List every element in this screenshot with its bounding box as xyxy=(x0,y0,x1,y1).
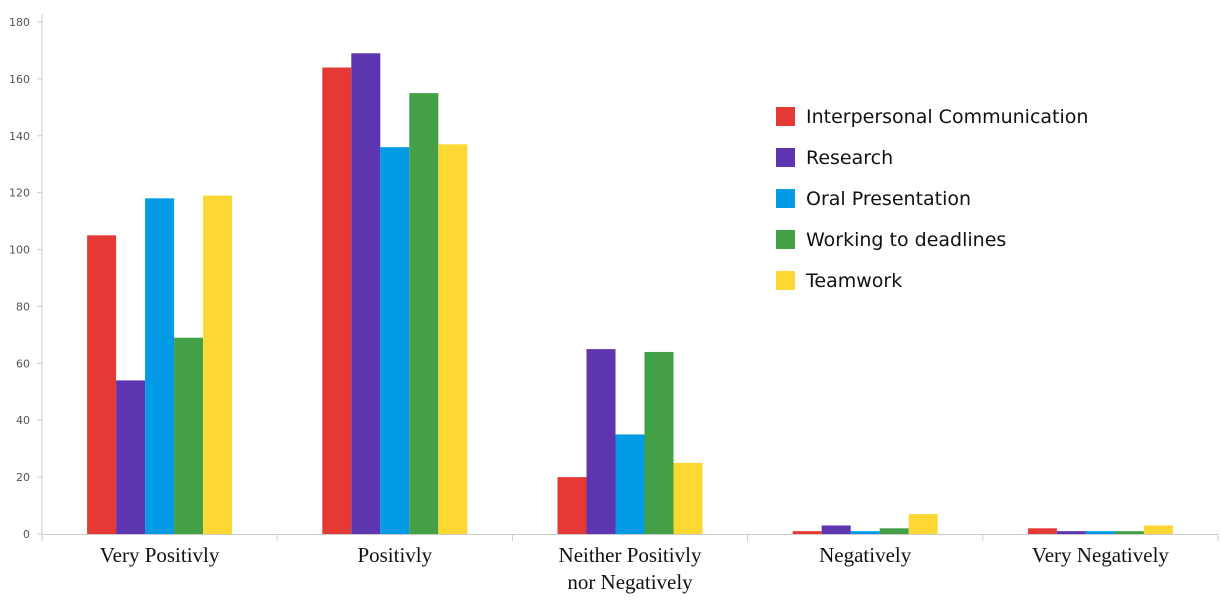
bar xyxy=(351,53,381,535)
x-axis: Very Positivly Positivly Neither Positivly… xyxy=(41,534,1219,594)
legend-swatch xyxy=(776,148,795,167)
x-tick-label: Negatively xyxy=(819,543,912,567)
bar xyxy=(380,147,410,534)
y-axis: 0 20 40 60 80 100 120 140 160 180 xyxy=(9,14,43,541)
bar xyxy=(1056,531,1086,534)
y-tick-label: 120 xyxy=(9,187,30,200)
y-tick-label: 60 xyxy=(16,357,30,370)
y-tick-label: 80 xyxy=(16,300,30,313)
bar xyxy=(145,198,175,534)
legend-label: Oral Presentation xyxy=(806,188,971,210)
bar xyxy=(87,235,117,535)
y-tick-label: 20 xyxy=(16,471,30,484)
bar xyxy=(879,528,909,534)
x-tick-label: Positivly xyxy=(357,543,432,567)
bar xyxy=(203,195,233,534)
legend-label: Research xyxy=(806,147,893,169)
x-tick-label: nor Negatively xyxy=(567,570,693,594)
y-tick-label: 140 xyxy=(9,130,30,143)
bar xyxy=(557,477,587,534)
y-tick-label: 160 xyxy=(9,73,30,86)
bar xyxy=(322,67,352,534)
bar xyxy=(1143,525,1173,534)
bar xyxy=(1114,531,1144,534)
legend-swatch xyxy=(776,189,795,208)
legend-label: Working to deadlines xyxy=(806,229,1006,251)
legend: Interpersonal Communication Research Oral … xyxy=(776,106,1088,292)
bar xyxy=(586,349,616,534)
bar xyxy=(908,514,938,534)
bar xyxy=(792,531,822,534)
y-tick-label: 0 xyxy=(23,528,30,541)
x-tick-label: Neither Positivly xyxy=(559,543,702,567)
legend-swatch xyxy=(776,107,795,126)
bar xyxy=(174,337,204,534)
bar xyxy=(644,351,674,534)
legend-swatch xyxy=(776,271,795,290)
legend-swatch xyxy=(776,230,795,249)
bar xyxy=(438,144,468,535)
bar xyxy=(615,434,645,534)
y-tick-label: 100 xyxy=(9,244,30,257)
y-tick-label: 180 xyxy=(9,16,30,29)
x-tick-label: Very Negatively xyxy=(1032,543,1170,567)
bars xyxy=(87,53,1173,535)
bar xyxy=(1085,531,1115,534)
bar xyxy=(673,462,703,534)
bar xyxy=(116,380,146,534)
x-tick-label: Very Positivly xyxy=(100,543,220,567)
bar xyxy=(1027,528,1057,534)
y-tick-label: 40 xyxy=(16,414,30,427)
legend-label: Teamwork xyxy=(805,270,902,292)
legend-label: Interpersonal Communication xyxy=(806,106,1088,128)
bar xyxy=(850,531,880,534)
bar xyxy=(821,525,851,534)
bar xyxy=(409,93,439,534)
